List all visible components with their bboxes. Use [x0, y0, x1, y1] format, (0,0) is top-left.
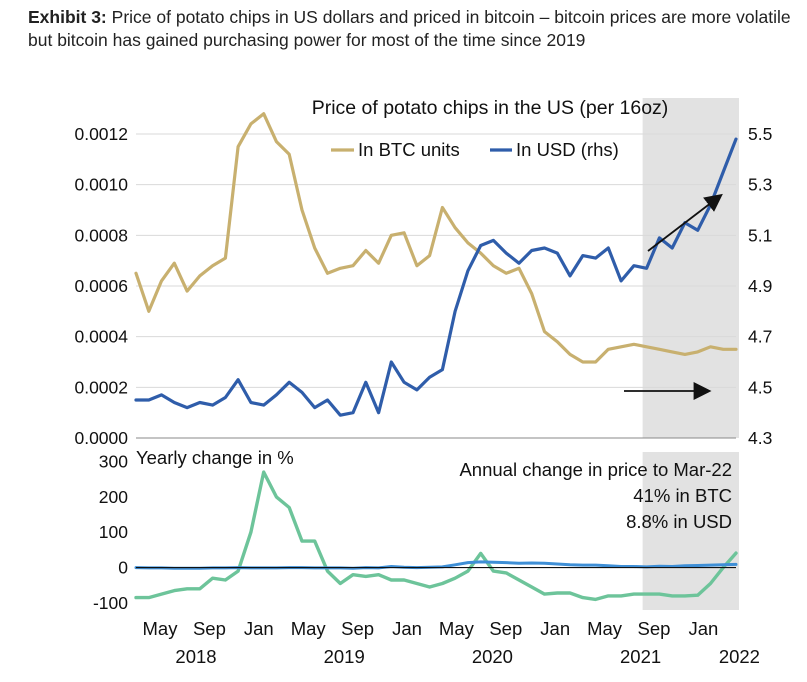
x-tick-month: May — [587, 618, 623, 639]
left-axis-ticks: 0.0000 0.0002 0.0004 0.0006 0.0008 0.0010 0.00… — [74, 124, 128, 448]
top-shaded-region — [642, 98, 739, 438]
top-series — [134, 112, 738, 417]
usd-trend-arrow — [647, 193, 723, 252]
left-tick-label: 0.0000 — [74, 428, 128, 448]
left-tick-label: 0.0008 — [74, 225, 128, 245]
exhibit-title-text: Price of potato chips in US dollars and … — [28, 7, 791, 50]
exhibit-label: Exhibit 3: — [28, 7, 107, 27]
x-tick-month: Sep — [489, 618, 522, 639]
top-chart-title: Price of potato chips in the US (per 16o… — [312, 97, 669, 119]
x-tick-year: 2019 — [324, 646, 365, 667]
bottom-y-label: Yearly change in % — [136, 447, 294, 468]
x-tick-month: May — [291, 618, 327, 639]
x-tick-year: 2022 — [719, 646, 760, 667]
right-tick-label: 5.5 — [748, 124, 772, 144]
bottom-tick-label: 0 — [118, 558, 128, 578]
left-tick-label: 0.0004 — [74, 327, 128, 347]
right-axis-ticks: 4.3 4.5 4.7 4.9 5.1 5.3 5.5 — [748, 124, 772, 448]
btc-yearly-change-line — [134, 470, 738, 602]
x-tick-month: Jan — [392, 618, 422, 639]
bottom-tick-label: 300 — [99, 452, 128, 472]
top-legend: In BTC units In USD (rhs) — [331, 139, 619, 160]
x-tick-month: Jan — [688, 618, 718, 639]
left-tick-label: 0.0010 — [74, 175, 128, 195]
x-tick-month: May — [439, 618, 475, 639]
bottom-tick-label: 200 — [99, 487, 128, 507]
x-tick-month: Sep — [341, 618, 374, 639]
exhibit-title: Exhibit 3: Price of potato chips in US d… — [28, 6, 798, 52]
x-tick-year: 2018 — [175, 646, 216, 667]
x-tick-month: Jan — [540, 618, 570, 639]
x-tick-year: 2021 — [620, 646, 661, 667]
top-chart: 0.0000 0.0002 0.0004 0.0006 0.0008 0.0010 0.00… — [74, 97, 772, 448]
right-tick-label: 5.1 — [748, 225, 772, 245]
left-tick-label: 0.0002 — [74, 377, 128, 397]
right-tick-label: 4.3 — [748, 428, 772, 448]
left-tick-label: 0.0006 — [74, 276, 128, 296]
left-tick-label: 0.0012 — [74, 124, 128, 144]
x-tick-month: May — [143, 618, 179, 639]
bottom-chart: 300 200 100 0 -100 Yearly change in % Annual… — [93, 447, 760, 667]
x-tick-year: 2020 — [472, 646, 513, 667]
legend-btc-label: In BTC units — [358, 139, 460, 160]
annual-change-heading: Annual change in price to Mar-22 — [459, 459, 732, 480]
annual-change-box: Annual change in price to Mar-22 41% in B… — [459, 459, 732, 532]
bottom-tick-label: -100 — [93, 593, 128, 613]
x-tick-month: Sep — [638, 618, 671, 639]
legend-usd-label: In USD (rhs) — [516, 139, 619, 160]
top-gridlines — [136, 133, 736, 388]
top-arrows — [624, 193, 723, 400]
bottom-y-ticks: 300 200 100 0 -100 — [93, 452, 128, 613]
annual-change-btc: 41% in BTC — [633, 485, 732, 506]
right-tick-label: 4.5 — [748, 377, 772, 397]
right-tick-label: 4.9 — [748, 276, 772, 296]
right-tick-label: 5.3 — [748, 175, 772, 195]
usd-price-line — [134, 137, 738, 417]
x-tick-month: Jan — [244, 618, 274, 639]
bottom-tick-label: 100 — [99, 522, 128, 542]
btc-price-line — [134, 112, 738, 364]
annual-change-usd: 8.8% in USD — [626, 511, 732, 532]
right-tick-label: 4.7 — [748, 327, 772, 347]
x-axis-ticks: May 2018 Sep Jan May 2019 Sep Jan May 2020 Sep Jan M… — [143, 618, 760, 667]
x-tick-month: Sep — [193, 618, 226, 639]
bottom-shaded-region — [642, 452, 739, 610]
